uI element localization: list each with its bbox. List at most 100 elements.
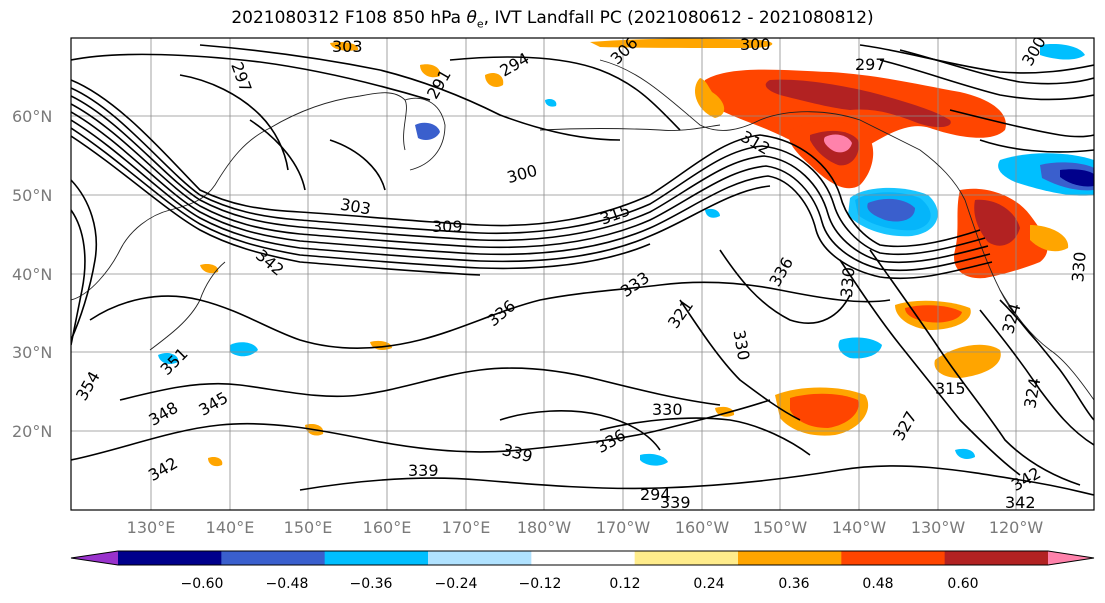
shading-aleutian-cyan xyxy=(230,342,258,357)
shading-japan-blue xyxy=(415,122,440,140)
contour-label: 351 xyxy=(157,344,192,379)
shading-pac-cyan5 xyxy=(955,448,975,459)
latitude-labels: 60°N 50°N 40°N 30°N 20°N xyxy=(12,107,52,441)
contour-label: 315 xyxy=(597,200,632,228)
colorbar-outline xyxy=(70,550,1095,566)
shading-asia-orange xyxy=(200,263,219,274)
colorbar-labels: −0.60 −0.48 −0.36 −0.24 −0.12 0.12 0.24 … xyxy=(181,576,979,592)
colorbar-extend-max xyxy=(1048,551,1094,565)
lon-label: 140°E xyxy=(206,518,255,537)
theta-e-contours xyxy=(71,44,1094,496)
lon-label: 140°W xyxy=(832,518,887,537)
coast-kamchatka xyxy=(404,97,446,171)
colorbar-segment xyxy=(118,551,222,565)
contour-label: 294 xyxy=(497,49,533,81)
colorbar-tick-label: 0.48 xyxy=(862,576,893,592)
shading-top-cyan xyxy=(1040,44,1085,60)
contour-label: 312 xyxy=(738,127,774,159)
colorbar-segment xyxy=(221,551,326,565)
contour-label: 315 xyxy=(935,379,966,398)
colorbar-segment xyxy=(531,551,636,565)
contour-label: 342 xyxy=(1008,463,1044,495)
shading-siberia-orange xyxy=(485,73,504,87)
colorbar xyxy=(70,550,1095,566)
lat-label: 40°N xyxy=(12,265,52,284)
shading-hawaii-red xyxy=(905,305,962,323)
contour-label: 300 xyxy=(740,35,771,54)
colorbar-segment xyxy=(738,551,842,565)
colorbar-segment xyxy=(944,551,1049,565)
lon-label: 130°W xyxy=(911,518,966,537)
contour-label: 336 xyxy=(765,254,797,290)
contour-label: 336 xyxy=(484,296,520,330)
map-title: 2021080312 F108 850 hPa θe, IVT Landfall… xyxy=(231,8,874,31)
contour-label: 330 xyxy=(652,400,683,419)
shading-pac-cyan3 xyxy=(705,208,720,218)
contour-label: 339 xyxy=(660,493,691,512)
shading-gulf-pink xyxy=(823,134,852,153)
contour-label: 339 xyxy=(408,461,439,480)
shading-aleutian-cyan2 xyxy=(158,352,179,364)
shading-baja-orange xyxy=(934,344,1001,378)
lat-label: 50°N xyxy=(12,186,52,205)
colorbar-segment xyxy=(324,551,429,565)
contour-label: 300 xyxy=(505,161,539,187)
lon-label: 160°E xyxy=(363,518,412,537)
contour-label: 324 xyxy=(998,301,1024,335)
shading-subtropic-darkred xyxy=(790,393,859,428)
coast-alaska xyxy=(599,59,966,201)
colorbar-tick-label: −0.12 xyxy=(519,576,562,592)
contour-label: 342 xyxy=(252,245,288,279)
contour-label: 333 xyxy=(617,268,653,301)
contour-label: 330 xyxy=(1068,251,1090,283)
coast-aleutians xyxy=(539,124,721,131)
shading-top-orange2 xyxy=(330,41,359,51)
contour-label: 336 xyxy=(593,425,629,457)
colorbar-tick-label: 0.60 xyxy=(947,576,978,592)
longitude-labels: 130°E 140°E 150°E 160°E 170°E 180°W 170°… xyxy=(127,518,1044,537)
contour-label: 342 xyxy=(1005,493,1036,512)
colorbar-tick-label: −0.24 xyxy=(435,576,478,592)
shading-canada-darknavy xyxy=(1060,169,1094,187)
lon-label: 170°W xyxy=(596,518,651,537)
shading-coast-orange xyxy=(1030,225,1069,252)
lat-label: 20°N xyxy=(12,422,52,441)
contour-label: 339 xyxy=(500,440,534,466)
shading-pac-orange6 xyxy=(208,456,223,467)
contour-label: 342 xyxy=(145,453,181,485)
colorbar-segment xyxy=(634,551,739,565)
colorbar-tick-label: −0.36 xyxy=(350,576,393,592)
shading-pacific-cyan xyxy=(838,337,882,359)
graticule xyxy=(71,38,1094,510)
shading-gulf-blue-inner xyxy=(867,198,915,222)
lon-label: 120°W xyxy=(989,518,1044,537)
shading-siberia-orange2 xyxy=(420,64,441,78)
contour-label: 309 xyxy=(432,217,463,236)
colorbar-tick-label: −0.48 xyxy=(266,576,309,592)
lat-label: 60°N xyxy=(12,107,52,126)
shading-top-orange xyxy=(590,38,773,48)
map-frame xyxy=(70,37,1095,511)
lat-label: 30°N xyxy=(12,343,52,362)
shading-layer xyxy=(158,38,1094,467)
shading-coast-darkred xyxy=(974,199,1020,246)
colorbar-tick-label: 0.12 xyxy=(609,576,640,592)
contour-label: 354 xyxy=(72,368,104,404)
colorbar-tick-label: 0.24 xyxy=(693,576,724,592)
contour-label: 303 xyxy=(332,37,363,56)
contour-label: 330 xyxy=(729,328,753,361)
colorbar-tick-label: 0.36 xyxy=(778,576,809,592)
contour-label: 345 xyxy=(195,388,231,420)
contour-label: 324 xyxy=(1020,376,1044,409)
lon-label: 150°E xyxy=(284,518,333,537)
coast-asia xyxy=(71,92,407,301)
contour-label: 297 xyxy=(227,60,255,95)
colorbar-segment xyxy=(841,551,946,565)
coast-north-america xyxy=(964,199,1094,401)
contour-label: 327 xyxy=(889,408,921,444)
colorbar-segment xyxy=(428,551,532,565)
map-plot-area: 303 306 300 294 297 291 300 303 309 315 … xyxy=(71,35,1094,512)
contour-label: 321 xyxy=(664,296,697,332)
lon-label: 130°E xyxy=(127,518,176,537)
